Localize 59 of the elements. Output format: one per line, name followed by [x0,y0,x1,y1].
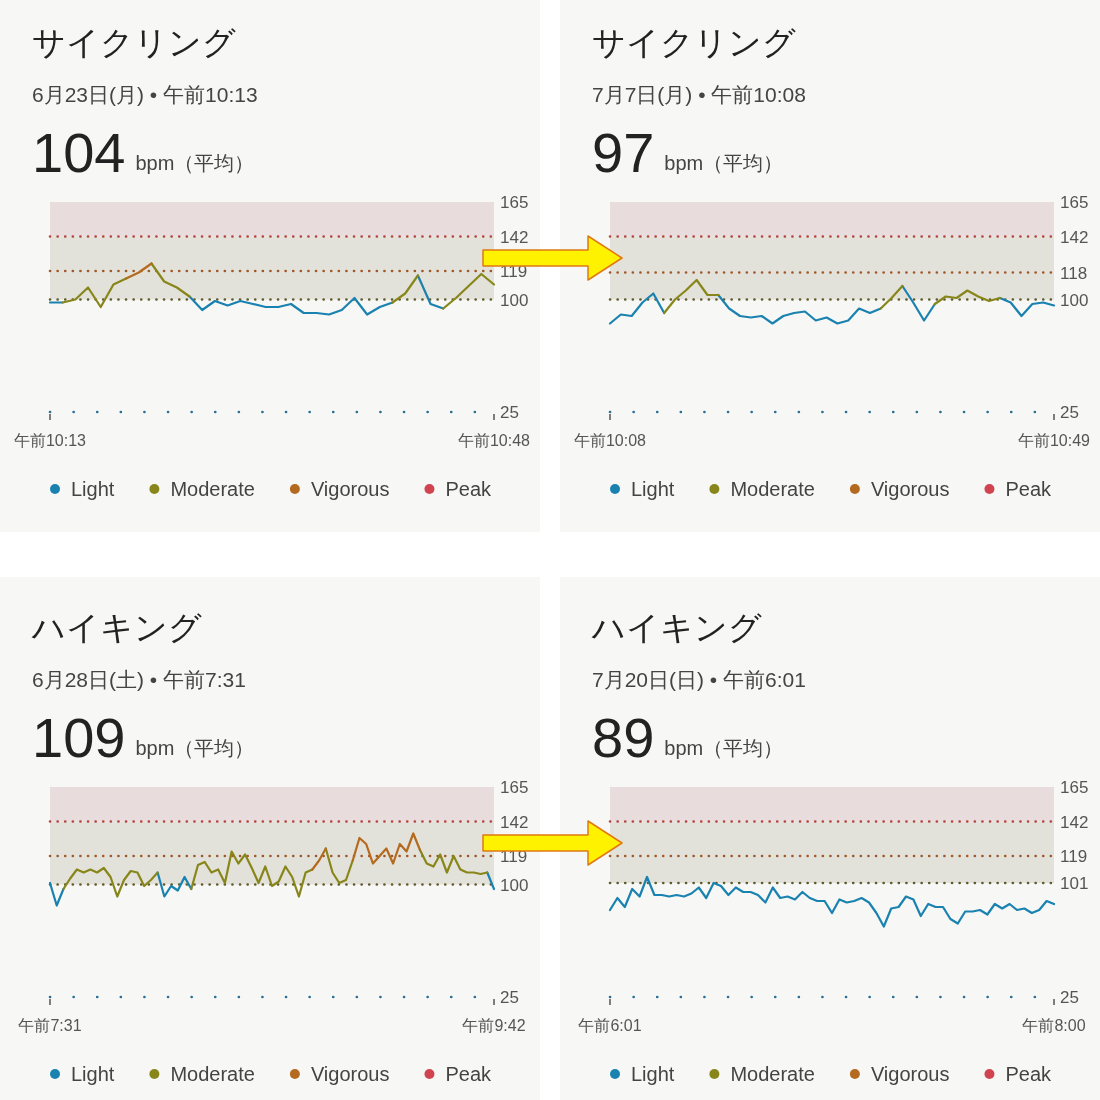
y-tick-label: 25 [1060,988,1079,1007]
text: bpm（平均） [664,152,784,174]
y-tick-label: 165 [500,778,529,797]
x-tick-label: 午前7:31 [18,1017,82,1034]
chart-subtitle: 6月23日(月) • 午前10:13 [32,83,258,106]
y-tick-label: 119 [1060,847,1088,866]
chart-subtitle: 7月20日(日) • 午前6:01 [592,668,806,691]
legend-label: Moderate [730,1063,815,1085]
x-tick-label: 午前6:01 [578,1017,642,1034]
x-tick-label: 午前10:13 [13,432,87,449]
y-tick-label: 142 [1060,227,1089,247]
legend-label: Peak [445,478,493,500]
y-tick-label: 100 [500,875,529,895]
text: bpm（平均） [135,152,255,174]
legend-label: Vigorous [870,1063,950,1085]
y-tick-label: 25 [1060,403,1079,422]
legend-label: Light [631,1063,675,1085]
y-tick-label: 142 [1060,812,1089,832]
y-tick-label: 100 [1060,290,1089,310]
chart-subtitle: 6月28日(土) • 午前7:31 [32,668,246,691]
x-tick-label: 午前8:00 [1022,1017,1086,1034]
chart-subtitle: 7月7日(月) • 午前10:08 [592,83,806,106]
y-tick-label: 142 [500,227,529,247]
x-tick-label: 午前10:08 [573,432,647,449]
legend-label: Light [631,478,675,500]
y-tick-label: 142 [500,812,529,832]
x-tick-label: 午前10:49 [1017,432,1091,449]
chart-title: ハイキング [591,609,762,646]
x-tick-label: 午前10:48 [457,432,531,449]
text: bpm（平均） [664,737,784,759]
line-series [608,875,1056,928]
legend-label: Vigorous [870,478,950,500]
legend-label: Moderate [730,478,815,500]
y-tick-label: 165 [1060,778,1089,797]
text: 109 [32,706,126,769]
y-tick-label: 165 [1060,193,1089,212]
text: 89 [592,706,655,769]
legend-label: Peak [445,1063,493,1085]
legend-label: Vigorous [310,478,390,500]
legend-label: Light [71,478,115,500]
text: 97 [592,121,655,184]
legend-label: Light [71,1063,115,1085]
y-tick-label: 118 [1060,263,1088,283]
chart-title: ハイキング [31,609,202,646]
x-tick-label: 午前9:42 [462,1017,526,1034]
chart-title: サイクリング [592,24,796,61]
y-tick-label: 165 [500,193,529,212]
text: 104 [32,121,126,184]
legend-label: Peak [1005,1063,1053,1085]
legend-label: Vigorous [310,1063,390,1085]
y-tick-label: 25 [500,403,519,422]
text: bpm（平均） [135,737,255,759]
legend-label: Moderate [170,1063,255,1085]
legend-label: Peak [1005,478,1053,500]
legend-label: Moderate [170,478,255,500]
y-tick-label: 100 [500,290,529,310]
chart-title: サイクリング [32,24,236,61]
y-tick-label: 101 [1060,874,1089,893]
y-tick-label: 25 [500,988,519,1007]
